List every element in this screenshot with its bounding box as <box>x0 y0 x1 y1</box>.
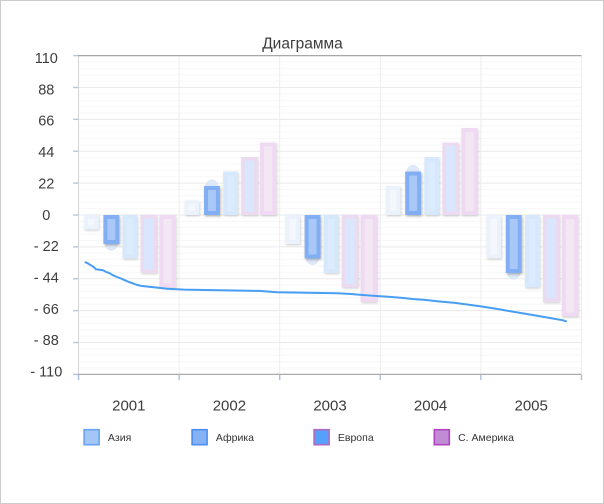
svg-text:- 110: - 110 <box>30 365 62 381</box>
svg-text:22: 22 <box>38 176 54 192</box>
svg-text:110: 110 <box>35 51 58 67</box>
svg-text:66: 66 <box>38 114 54 130</box>
svg-text:88: 88 <box>38 82 54 98</box>
svg-text:С. Америка: С. Америка <box>458 432 514 444</box>
svg-text:2003: 2003 <box>313 397 346 414</box>
svg-text:2001: 2001 <box>112 397 145 414</box>
svg-text:- 88: - 88 <box>34 333 59 349</box>
svg-text:- 22: - 22 <box>34 239 59 255</box>
svg-text:2005: 2005 <box>515 397 548 414</box>
svg-text:- 66: - 66 <box>34 302 59 318</box>
svg-text:Африка: Африка <box>216 432 254 444</box>
svg-text:Диаграмма: Диаграмма <box>262 35 343 52</box>
svg-text:2004: 2004 <box>414 397 447 414</box>
svg-text:Азия: Азия <box>108 432 131 444</box>
svg-text:0: 0 <box>42 208 50 224</box>
svg-text:Европа: Европа <box>338 432 374 444</box>
svg-text:2002: 2002 <box>213 397 246 414</box>
svg-text:- 44: - 44 <box>34 270 59 286</box>
svg-text:44: 44 <box>38 145 54 161</box>
